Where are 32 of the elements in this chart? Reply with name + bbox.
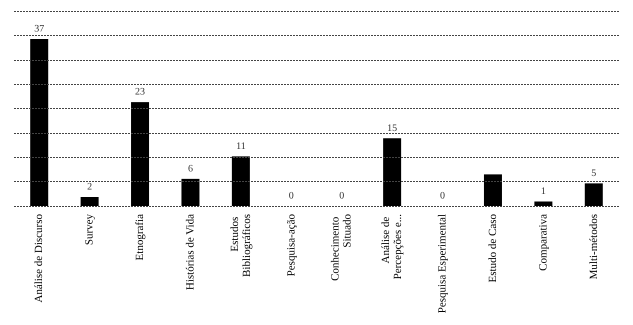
bar <box>80 196 99 206</box>
data-label: 6 <box>188 163 193 174</box>
bar <box>181 178 200 206</box>
x-tick-label: Pesquisa-ação <box>285 214 298 276</box>
x-tick-label: Estudo de Caso <box>486 214 499 282</box>
data-label: 0 <box>288 190 294 202</box>
x-tick-label: Histórias de Vida <box>184 214 196 290</box>
x-tick-label: Pesquisa Esperimental <box>436 214 449 314</box>
x-tick-label: Etnografia <box>134 214 146 260</box>
x-tick-label: Estudos Bibliográficos <box>228 214 253 277</box>
bar <box>383 138 402 206</box>
bar <box>232 156 250 206</box>
data-label: 2 <box>87 181 92 192</box>
bar <box>30 38 48 206</box>
data-label: 37 <box>34 23 44 34</box>
x-tick-label: Conhecimento Situado <box>330 214 354 281</box>
data-label: 0 <box>339 190 344 202</box>
data-label: 23 <box>135 86 146 98</box>
x-tick-label: Análise de Discurso <box>33 214 46 303</box>
x-tick-label: Comparativa <box>537 214 550 271</box>
data-label: 5 <box>591 168 596 179</box>
x-tick-label: Survey <box>84 214 96 246</box>
bar <box>484 174 502 206</box>
data-label: 11 <box>236 140 246 152</box>
data-label: 15 <box>387 122 398 134</box>
bar <box>131 102 150 206</box>
bar <box>534 201 552 206</box>
x-tick-label: Análise de Percepções e... <box>380 214 404 280</box>
bar <box>584 183 603 206</box>
x-tick-label: Multi-métodos <box>588 214 600 280</box>
data-label: 1 <box>540 186 546 197</box>
data-label: 0 <box>440 190 446 202</box>
